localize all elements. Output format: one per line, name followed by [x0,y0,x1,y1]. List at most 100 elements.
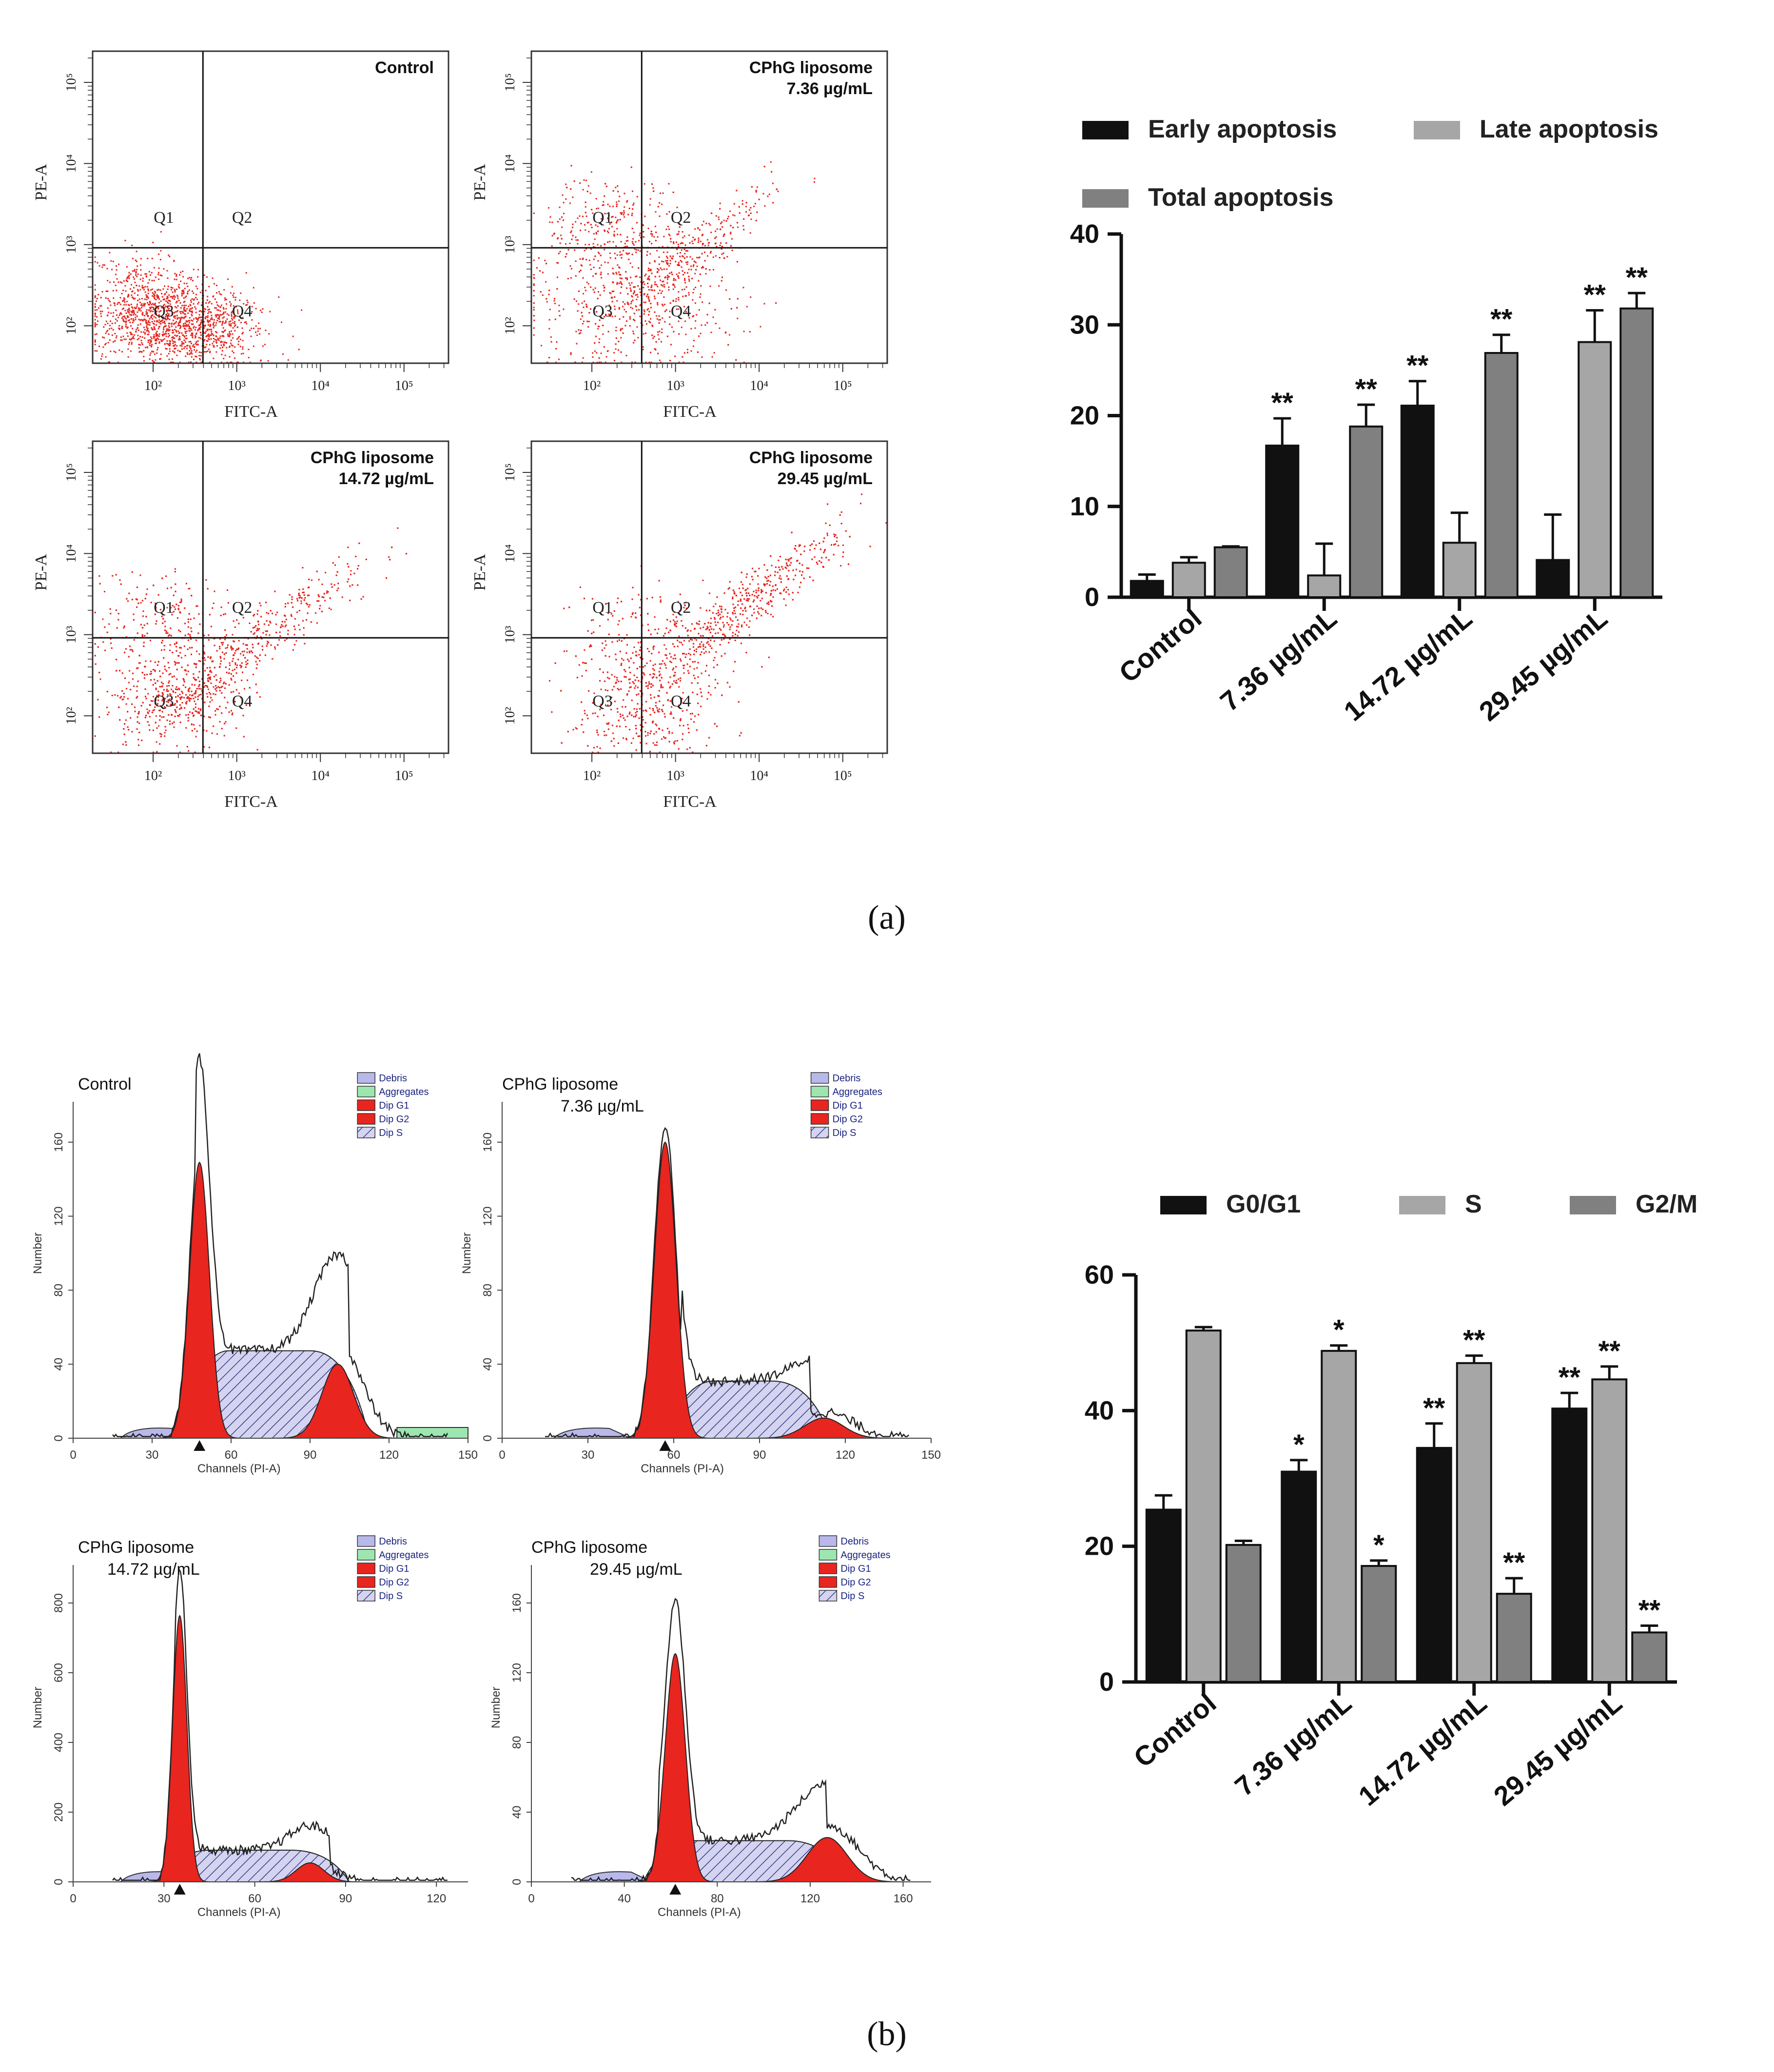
scatter-point [134,269,136,271]
scatter-point [187,277,189,279]
scatter-point [650,231,652,233]
scatter-point [702,244,703,246]
scatter-point [131,311,133,313]
scatter-point [660,279,662,281]
scatter-point [134,706,136,708]
scatter-point [228,323,230,325]
scatter-point [648,268,649,270]
scatter-point [267,641,269,643]
scatter-point [123,300,125,302]
scatter-point [663,251,664,253]
scatter-point [176,345,178,347]
scatter-point [771,171,773,173]
scatter-point [737,226,739,228]
scatter-point [738,206,740,208]
scatter-point [198,681,200,683]
scatter-point [597,244,599,246]
scatter-point [669,235,671,236]
scatter-point [145,321,147,323]
scatter-point [178,317,180,319]
scatter-point [191,313,193,315]
scatter-point [208,320,210,322]
scatter-point [616,203,618,205]
scatter-point [131,338,133,340]
scatter-point [112,575,114,577]
scatter-point [281,624,283,626]
scatter-point [688,275,690,277]
scatter-point [164,323,166,325]
scatter-point [648,320,650,322]
scatter-point [165,348,167,350]
scatter-point [135,331,136,332]
scatter-point [146,327,148,329]
scatter-point [209,352,211,353]
scatter-point [131,294,133,296]
scatter-point [546,263,547,265]
scatter-point [659,319,661,321]
scatter-point [138,723,140,724]
scatter-point [167,297,169,299]
scatter-point [94,309,96,311]
scatter-point [131,571,133,573]
scatter-point [533,334,535,336]
scatter-point [565,253,567,255]
scatter-point [648,361,650,363]
scatter-point [285,603,287,605]
scatter-point [211,314,213,316]
scatter-point [162,672,164,674]
scatter-point [169,318,171,320]
scatter-point [144,303,146,305]
scatter-point [146,309,148,311]
scatter-point [632,204,634,206]
scatter-point [636,196,638,197]
scatter-point [719,202,721,204]
scatter-point [106,691,108,693]
scatter-point [184,336,185,338]
scatter-point [117,613,119,615]
scatter-point [150,602,152,604]
scatter-point [575,331,577,332]
scatter-point [132,270,134,272]
scatter-point [589,192,591,194]
scatter-point [617,219,619,221]
scatter-point [572,227,573,228]
scatter-point [94,261,96,263]
scatter-point [134,334,136,336]
scatter-point [321,610,323,612]
scatter-point [292,335,294,337]
scatter-point [626,320,628,322]
scatter-point [94,333,96,335]
scatter-point [570,352,572,354]
scatter-point [563,213,565,215]
scatter-point [112,315,114,317]
scatter-point [299,596,301,598]
scatter-point [107,342,109,344]
scatter-point [270,610,272,612]
scatter-point [94,611,96,613]
scatter-point [775,302,777,304]
scatter-point [678,361,680,363]
scatter-point [260,616,262,618]
scatter-point [231,315,233,317]
scatter-point [163,327,165,329]
scatter-point [669,260,671,262]
scatter-point [154,295,156,296]
scatter-point [135,598,137,600]
scatter-point [148,331,150,333]
scatter-point [688,269,690,271]
scatter-point [185,355,187,357]
scatter-point [278,639,280,641]
scatter-point [570,188,572,190]
scatter-point [190,341,192,343]
scatter-point [189,308,191,310]
scatter-point [207,656,209,658]
scatter-point [148,309,150,311]
scatter-point [232,319,234,321]
scatter-point [646,251,648,253]
scatter-point [614,308,616,310]
scatter-point [171,614,173,616]
scatter-point [216,319,218,321]
scatter-point [142,287,144,289]
scatter-point [167,701,169,703]
